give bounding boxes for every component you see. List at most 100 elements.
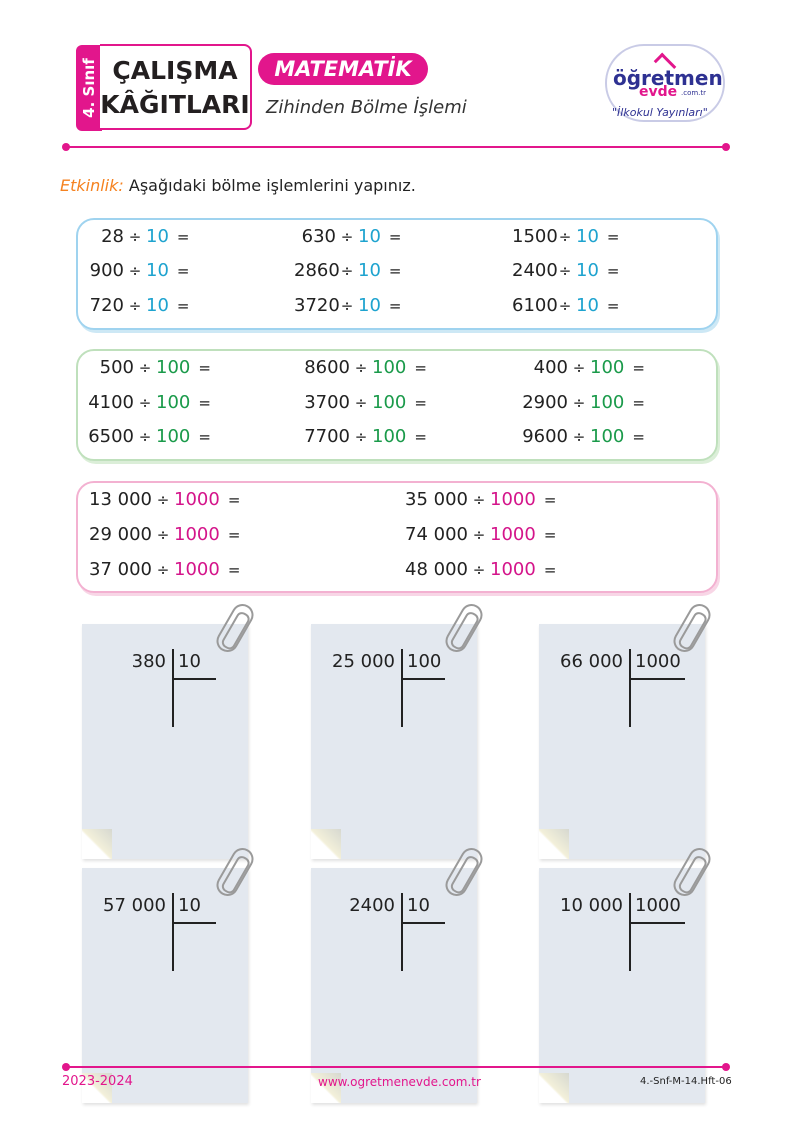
division-equation: 37 000 ÷ 1000 = [80, 559, 240, 580]
divisor: 1000 [490, 489, 536, 510]
divisor: 1000 [174, 524, 220, 545]
dividend: 2400 [349, 895, 395, 916]
divisor: 10 [576, 260, 599, 281]
page-curl-corner [82, 829, 112, 859]
equals-sign: = [414, 394, 427, 412]
divisor: 10 [358, 260, 381, 281]
divide-sign: ÷ [138, 394, 152, 412]
division-equation: 630 ÷ 10 = [294, 226, 402, 247]
dividend: 28 [101, 226, 124, 247]
divide-sign: ÷ [138, 359, 152, 377]
division-bracket-horizontal [629, 922, 685, 924]
dividend: 720 [89, 295, 124, 316]
equals-sign: = [632, 428, 645, 446]
division-by-10-box [76, 218, 718, 330]
footer-url[interactable]: www.ogretmenevde.com.tr [318, 1075, 481, 1089]
division-equation: 500 ÷ 100 = [82, 357, 211, 378]
equals-sign: = [388, 297, 402, 315]
divide-sign: ÷ [354, 394, 368, 412]
divisor: 1000 [174, 489, 220, 510]
logo-text-evde: evde [639, 84, 678, 100]
worksheet-title-box: ÇALIŞMA KÂĞITLARI [100, 44, 252, 130]
dividend: 1500 [512, 226, 558, 247]
division-equation: 2900 ÷ 100 = [516, 392, 645, 413]
equals-sign: = [543, 561, 557, 579]
divide-sign: ÷ [572, 359, 586, 377]
division-equation: 35 000 ÷ 1000 = [396, 489, 556, 510]
divisor: 100 [372, 357, 407, 378]
divide-sign: ÷ [340, 297, 354, 315]
divisor: 1000 [490, 559, 536, 580]
divide-sign: ÷ [138, 428, 152, 446]
dividend: 57 000 [103, 895, 166, 916]
divide-sign: ÷ [472, 491, 486, 509]
divisor: 1000 [490, 524, 536, 545]
divide-sign: ÷ [128, 262, 142, 280]
dividend: 13 000 [89, 489, 152, 510]
division-equation: 13 000 ÷ 1000 = [80, 489, 240, 510]
equals-sign: = [227, 561, 241, 579]
dividend: 9600 [522, 426, 568, 447]
division-equation: 29 000 ÷ 1000 = [80, 524, 240, 545]
dividend: 500 [99, 357, 134, 378]
division-equation: 4100 ÷ 100 = [82, 392, 211, 413]
division-equation: 2860÷ 10 = [294, 260, 401, 281]
divisor: 1000 [635, 651, 681, 672]
dividend: 25 000 [332, 651, 395, 672]
divisor: 100 [156, 357, 191, 378]
title-line-1: ÇALIŞMA [112, 56, 238, 85]
divide-sign: ÷ [340, 262, 354, 280]
instruction-text: Aşağıdaki bölme işlemlerini yapınız. [128, 176, 416, 195]
equals-sign: = [388, 262, 402, 280]
divisor: 10 [146, 226, 169, 247]
division-bracket-vertical [401, 649, 403, 727]
divide-sign: ÷ [340, 228, 354, 246]
division-bracket-horizontal [401, 678, 445, 680]
dividend: 29 000 [89, 524, 152, 545]
divide-sign: ÷ [156, 491, 170, 509]
dividend: 48 000 [405, 559, 468, 580]
divisor: 100 [407, 651, 442, 672]
long-division-expression: 66 000 1000 [539, 651, 681, 672]
divide-sign: ÷ [472, 561, 486, 579]
subject-badge: MATEMATİK [258, 53, 428, 85]
division-equation: 900 ÷ 10 = [82, 260, 190, 281]
equals-sign: = [543, 491, 557, 509]
dividend: 900 [89, 260, 124, 281]
divide-sign: ÷ [354, 359, 368, 377]
divide-sign: ÷ [558, 262, 572, 280]
divide-sign: ÷ [128, 297, 142, 315]
equals-sign: = [632, 394, 645, 412]
dividend: 4100 [88, 392, 134, 413]
equals-sign: = [198, 428, 211, 446]
footer-divider [62, 1063, 730, 1071]
equals-sign: = [414, 359, 427, 377]
long-division-expression: 2400 10 [311, 895, 430, 916]
logo-slogan: "İlkokul Yayınları" [612, 106, 708, 119]
publisher-logo: öğretmen evde .com.tr "İlkokul Yayınları… [605, 44, 725, 128]
equals-sign: = [543, 526, 557, 544]
footer-year: 2023-2024 [62, 1074, 133, 1089]
divisor: 10 [358, 226, 381, 247]
equals-sign: = [176, 262, 190, 280]
equals-sign: = [227, 526, 241, 544]
divide-sign: ÷ [558, 228, 572, 246]
equals-sign: = [414, 428, 427, 446]
divide-sign: ÷ [572, 428, 586, 446]
long-division-expression: 57 000 10 [82, 895, 201, 916]
page-curl-corner [311, 1073, 341, 1103]
dividend: 2860 [294, 260, 340, 281]
divisor: 100 [590, 426, 625, 447]
long-division-expression: 25 000 100 [311, 651, 441, 672]
dividend: 380 [131, 651, 166, 672]
long-division-card: 57 000 10 [82, 868, 248, 1103]
equals-sign: = [606, 262, 620, 280]
dividend: 8600 [304, 357, 350, 378]
dividend: 74 000 [405, 524, 468, 545]
divisor: 100 [372, 426, 407, 447]
divisor: 10 [178, 651, 201, 672]
dividend: 37 000 [89, 559, 152, 580]
divisor: 100 [590, 357, 625, 378]
divide-sign: ÷ [128, 228, 142, 246]
division-equation: 6100÷ 10 = [512, 295, 619, 316]
